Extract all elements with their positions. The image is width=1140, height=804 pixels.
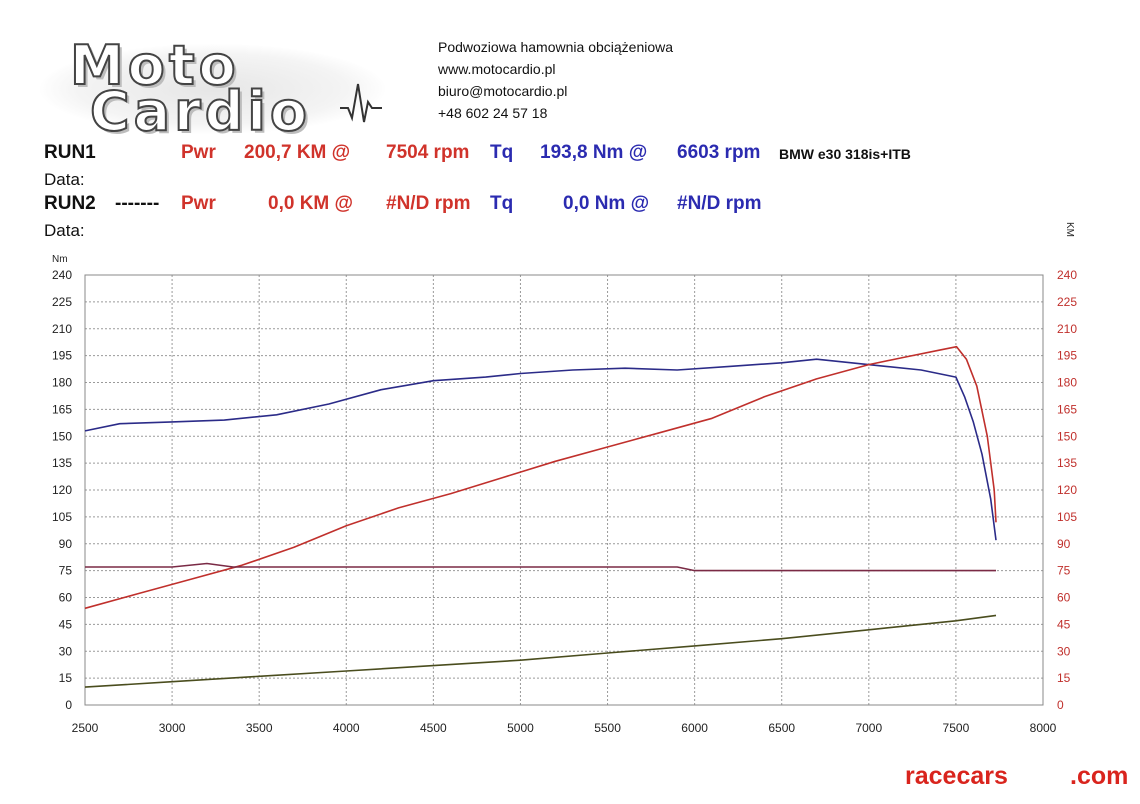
- y-tick-right-105: 105: [1057, 510, 1077, 524]
- y-tick-right-165: 165: [1057, 402, 1077, 416]
- brand-racecars: racecars: [905, 762, 1008, 790]
- y-tick-left-90: 90: [59, 537, 73, 551]
- contact-website: www.motocardio.pl: [438, 61, 556, 77]
- y-tick-left-240: 240: [52, 268, 72, 282]
- y-tick-right-240: 240: [1057, 268, 1077, 282]
- x-tick-3500: 3500: [246, 721, 273, 735]
- y-tick-left-135: 135: [52, 456, 72, 470]
- run2-label: RUN2: [44, 193, 96, 214]
- run2-tq-label: Tq: [490, 193, 514, 214]
- heartbeat-icon: [340, 83, 382, 123]
- left-axis-unit: Nm: [52, 254, 68, 265]
- y-tick-right-15: 15: [1057, 671, 1071, 685]
- y-tick-left-105: 105: [52, 510, 72, 524]
- run1-pwr-rpm: 7504 rpm: [386, 142, 470, 163]
- car-description: BMW e30 318is+ITB: [779, 146, 911, 162]
- y-tick-right-0: 0: [1057, 698, 1064, 712]
- y-tick-labels-right: 0 15 30 45 60 75 90 105 120 135 150 165 180 195 210 225…: [1057, 268, 1077, 712]
- run1-tq-value: 193,8 Nm @: [540, 142, 648, 163]
- contact-email: biuro@motocardio.pl: [438, 83, 568, 99]
- x-tick-5000: 5000: [507, 721, 534, 735]
- contact-phone: +48 602 24 57 18: [438, 105, 548, 121]
- x-tick-7000: 7000: [855, 721, 882, 735]
- logo-word-cardio: Cardio: [89, 79, 311, 144]
- logo-word-moto: Moto: [69, 33, 240, 98]
- y-tick-right-225: 225: [1057, 295, 1077, 309]
- run2-pwr-value: 0,0 KM @: [268, 193, 354, 214]
- y-tick-left-15: 15: [59, 671, 73, 685]
- run1-summary: RUN1 Pwr 200,7 KM @ 7504 rpm Tq 193,8 Nm…: [0, 142, 1140, 166]
- y-tick-labels-left: 0 15 30 45 60 75 90 105 120 135 150 165 180 195 210 225…: [52, 268, 72, 712]
- series-line-loss: [84, 614, 997, 688]
- run2-dashes: -------: [115, 193, 160, 214]
- run2-tq-rpm: #N/D rpm: [677, 193, 762, 214]
- y-tick-right-150: 150: [1057, 429, 1077, 443]
- y-tick-left-210: 210: [52, 322, 72, 336]
- y-tick-right-75: 75: [1057, 564, 1071, 578]
- series-line-power-km-: [84, 345, 997, 610]
- x-tick-6500: 6500: [768, 721, 795, 735]
- contact-description: Podwoziowa hamownia obciążeniowa: [438, 39, 674, 55]
- y-tick-left-120: 120: [52, 483, 72, 497]
- motocardio-logo: Moto Cardio: [40, 33, 385, 144]
- chart-grid: [84, 274, 1044, 706]
- y-tick-left-0: 0: [65, 698, 72, 712]
- x-tick-labels: 2500 3000 3500 4000 4500 5000 5500 6000 6500 7000…: [72, 721, 1057, 735]
- run1-label: RUN1: [44, 142, 96, 163]
- y-tick-right-180: 180: [1057, 376, 1077, 390]
- series-line-torque-nm-: [84, 358, 997, 541]
- y-tick-left-75: 75: [59, 564, 73, 578]
- series-line-aux: [85, 562, 996, 572]
- y-tick-left-60: 60: [59, 591, 73, 605]
- x-tick-8000: 8000: [1030, 721, 1057, 735]
- y-tick-right-210: 210: [1057, 322, 1077, 336]
- x-tick-4000: 4000: [333, 721, 360, 735]
- y-tick-right-195: 195: [1057, 349, 1077, 363]
- x-tick-4500: 4500: [420, 721, 447, 735]
- run2-summary: RUN2 ------- Pwr 0,0 KM @ #N/D rpm Tq 0,…: [0, 193, 1140, 217]
- run2-pwr-label: Pwr: [181, 193, 216, 214]
- y-tick-left-150: 150: [52, 429, 72, 443]
- chart-series: [84, 345, 997, 688]
- run2-tq-value: 0,0 Nm @: [563, 193, 650, 214]
- y-tick-left-195: 195: [52, 349, 72, 363]
- run1-data-label: Data:: [44, 170, 85, 189]
- y-tick-left-180: 180: [52, 376, 72, 390]
- x-tick-2500: 2500: [72, 721, 99, 735]
- run1-pwr-value: 200,7 KM @: [244, 142, 351, 163]
- y-tick-left-165: 165: [52, 402, 72, 416]
- y-tick-right-60: 60: [1057, 591, 1071, 605]
- y-tick-left-30: 30: [59, 644, 73, 658]
- y-tick-left-225: 225: [52, 295, 72, 309]
- x-tick-3000: 3000: [159, 721, 186, 735]
- y-tick-right-45: 45: [1057, 617, 1071, 631]
- run2-data-label: Data:: [44, 221, 85, 240]
- plot-frame: [84, 274, 1044, 706]
- x-tick-7500: 7500: [943, 721, 970, 735]
- y-tick-right-135: 135: [1057, 456, 1077, 470]
- run1-pwr-label: Pwr: [181, 142, 216, 163]
- run1-tq-label: Tq: [490, 142, 514, 163]
- y-tick-right-30: 30: [1057, 644, 1071, 658]
- brand-dotcom: .com: [1070, 762, 1129, 790]
- x-tick-5500: 5500: [594, 721, 621, 735]
- run1-tq-rpm: 6603 rpm: [677, 142, 761, 163]
- contact-block: Podwoziowa hamownia obciążeniowa www.mot…: [438, 36, 673, 124]
- run2-pwr-rpm: #N/D rpm: [386, 193, 471, 214]
- x-tick-6000: 6000: [681, 721, 708, 735]
- y-tick-right-120: 120: [1057, 483, 1077, 497]
- y-tick-right-90: 90: [1057, 537, 1071, 551]
- y-tick-left-45: 45: [59, 617, 73, 631]
